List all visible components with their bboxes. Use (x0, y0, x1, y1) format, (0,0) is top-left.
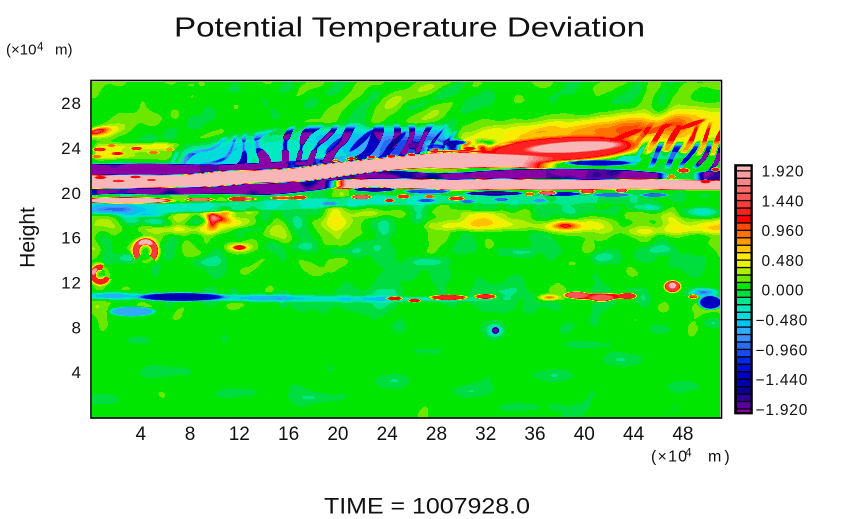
svg-text:16: 16 (61, 229, 82, 248)
svg-text:−1.920: −1.920 (756, 402, 809, 419)
svg-text:1.440: 1.440 (762, 194, 805, 211)
svg-text:12: 12 (229, 424, 250, 445)
svg-text:44: 44 (623, 424, 645, 445)
svg-text:TIME = 1007928.0: TIME = 1007928.0 (324, 494, 530, 519)
svg-text:36: 36 (524, 424, 545, 445)
svg-text:24: 24 (377, 424, 399, 445)
svg-text:Potential Temperature Deviatio: Potential Temperature Deviation (174, 12, 645, 43)
svg-text:1.920: 1.920 (762, 164, 805, 181)
svg-text:−1.440: −1.440 (756, 372, 809, 389)
svg-text:4: 4 (72, 363, 82, 382)
svg-text:32: 32 (475, 424, 496, 445)
svg-text:28: 28 (426, 424, 447, 445)
svg-text:12: 12 (61, 274, 82, 293)
svg-text:8: 8 (72, 318, 82, 337)
svg-text:8: 8 (185, 424, 196, 445)
svg-text:0.960: 0.960 (762, 223, 805, 240)
svg-text:16: 16 (278, 424, 299, 445)
svg-text:0.480: 0.480 (762, 253, 805, 270)
svg-text:Height: Height (17, 207, 40, 268)
svg-text:0.000: 0.000 (762, 283, 805, 300)
svg-text:4: 4 (136, 424, 147, 445)
svg-text:−0.480: −0.480 (756, 313, 809, 330)
svg-text:20: 20 (61, 184, 82, 203)
svg-text:20: 20 (327, 424, 348, 445)
svg-text:24: 24 (61, 139, 82, 158)
svg-text:28: 28 (61, 94, 82, 113)
svg-text:40: 40 (574, 424, 595, 445)
svg-text:48: 48 (672, 424, 693, 445)
svg-text:−0.960: −0.960 (756, 342, 809, 359)
